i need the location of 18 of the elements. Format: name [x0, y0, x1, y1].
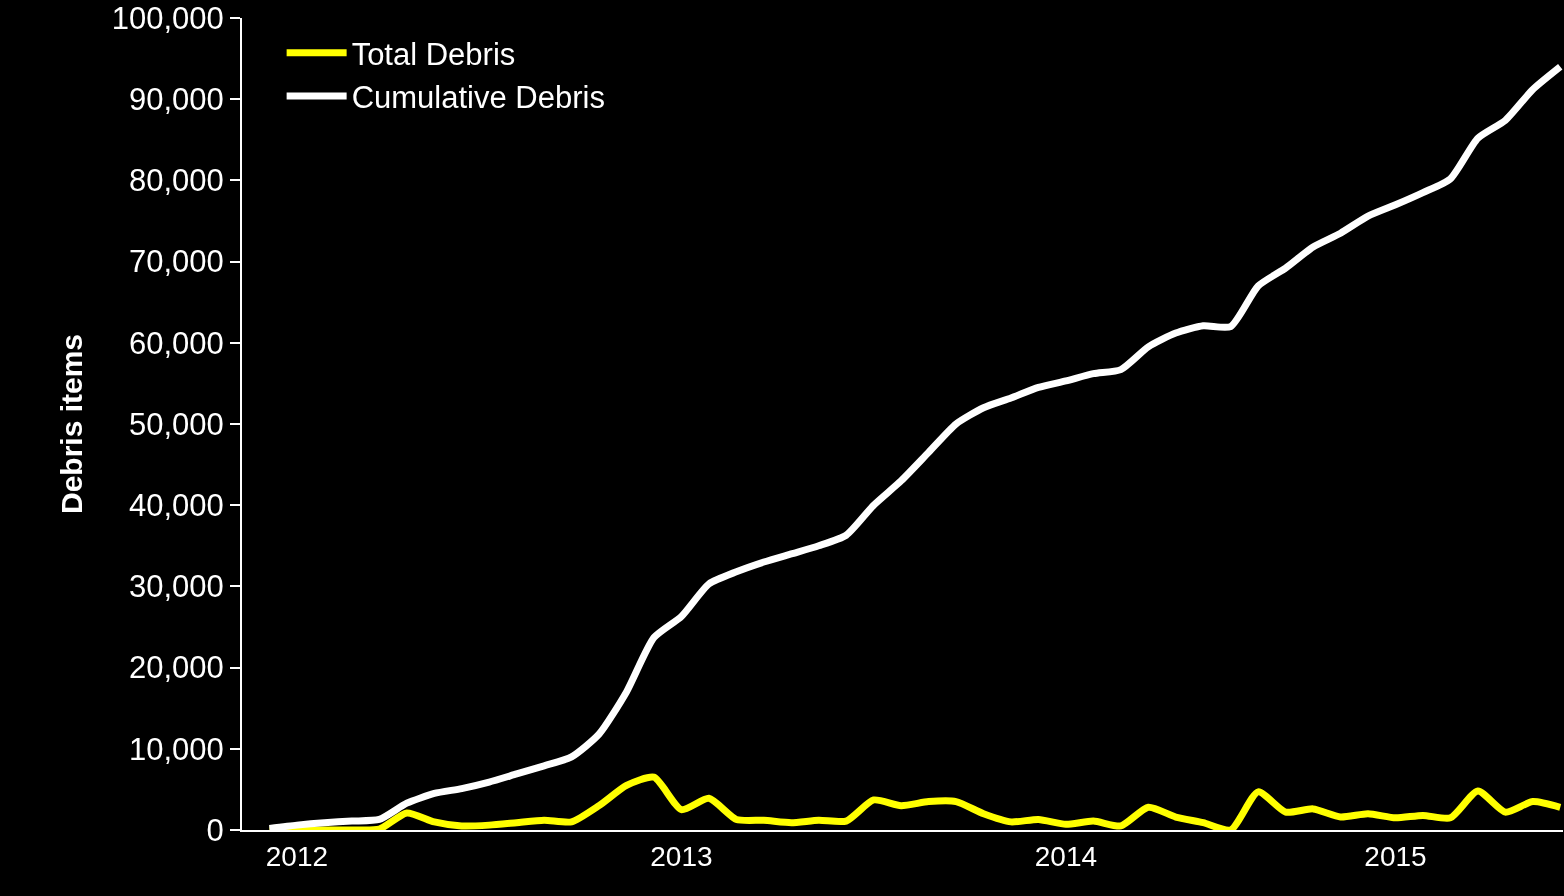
- y-tick-label: 80,000: [128, 163, 224, 199]
- y-tick-label: 30,000: [128, 569, 224, 605]
- x-tick-label: 2012: [265, 840, 329, 872]
- legend-label: Cumulative Debris: [351, 80, 605, 116]
- y-tick-label: 40,000: [128, 488, 224, 524]
- y-tick-label: 100,000: [111, 0, 224, 36]
- x-tick-label: 2014: [1034, 840, 1098, 872]
- y-tick-label: 10,000: [128, 731, 224, 767]
- y-tick-label: 0: [206, 812, 224, 848]
- y-tick-label: 60,000: [128, 325, 224, 361]
- x-tick-label: 2013: [650, 840, 713, 872]
- y-tick-label: 50,000: [128, 406, 224, 442]
- legend-label: Total Debris: [351, 36, 516, 72]
- y-tick-label: 70,000: [128, 244, 224, 280]
- y-tick-label: 20,000: [128, 650, 224, 686]
- y-tick-label: 90,000: [128, 82, 224, 118]
- x-tick-label: 2015: [1364, 840, 1427, 872]
- y-axis-title: Debris items: [55, 333, 89, 515]
